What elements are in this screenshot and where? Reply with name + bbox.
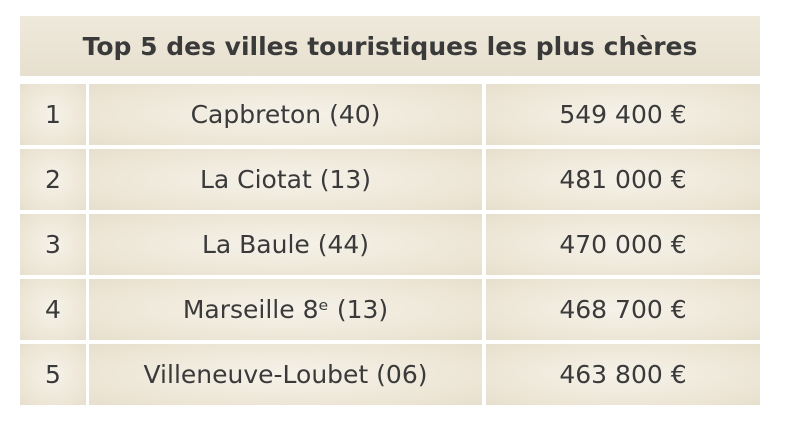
table-title: Top 5 des villes touristiques les plus c… (20, 16, 760, 76)
price-cell: 470 000 € (486, 214, 760, 275)
city-cell: La Ciotat (13) (89, 149, 482, 210)
price-cell: 463 800 € (486, 344, 760, 405)
city-cell: Capbreton (40) (89, 84, 482, 145)
rank-cell: 5 (20, 344, 86, 405)
rank-cell: 2 (20, 149, 86, 210)
city-cell: Villeneuve-Loubet (06) (89, 344, 482, 405)
rank-cell: 1 (20, 84, 86, 145)
price-cell: 481 000 € (486, 149, 760, 210)
price-cell: 468 700 € (486, 279, 760, 340)
city-cell: Marseille 8ᵉ (13) (89, 279, 482, 340)
rank-cell: 3 (20, 214, 86, 275)
price-cell: 549 400 € (486, 84, 760, 145)
rank-cell: 4 (20, 279, 86, 340)
city-cell: La Baule (44) (89, 214, 482, 275)
